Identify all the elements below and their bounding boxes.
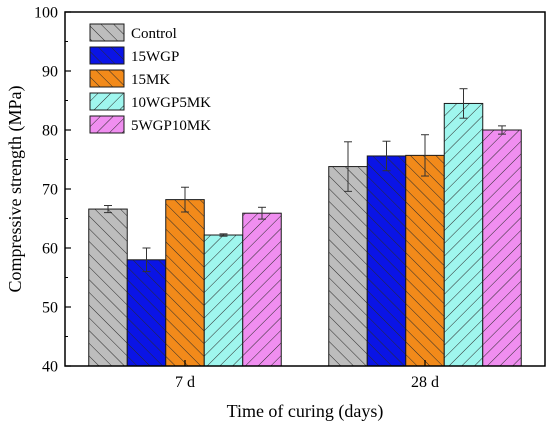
y-tick-label: 100 xyxy=(34,5,58,22)
error-bar-15WGP-28d xyxy=(382,140,391,172)
legend-item: 10WGP5MK xyxy=(89,92,211,111)
x-tick-label: 7 d xyxy=(175,374,195,391)
bar-5WGP10MK-7d xyxy=(242,212,282,367)
legend-item: 15MK xyxy=(89,69,170,88)
bar-Control-28d xyxy=(328,166,368,367)
legend-swatch xyxy=(89,23,125,42)
legend-swatch xyxy=(89,46,125,65)
bar-10WGP5MK-7d xyxy=(203,234,244,367)
error-bar-15MK-28d xyxy=(421,134,429,177)
ticks-layer: 7 d 28 d 40 50 60 70 80 90 100 xyxy=(34,5,439,392)
y-axis-title: Compressive strength (MPa) xyxy=(5,86,26,293)
error-bar-5WGP10MK-28d xyxy=(498,125,506,135)
x-axis-title: Time of curing (days) xyxy=(227,401,384,422)
legend-label: 5WGP10MK xyxy=(131,118,211,134)
bar-10WGP5MK-28d xyxy=(443,102,484,367)
legend-label: 10WGP5MK xyxy=(131,95,211,111)
bar-15MK-7d xyxy=(165,199,205,367)
y-tick-label: 40 xyxy=(42,359,58,376)
error-bars-layer xyxy=(104,88,506,273)
bars-layer xyxy=(88,102,522,367)
error-bar-Control-28d xyxy=(344,141,352,192)
legend-item: 5WGP10MK xyxy=(89,115,211,134)
y-tick-label: 90 xyxy=(42,64,58,81)
y-tick-label: 60 xyxy=(42,241,58,258)
legend-label: 15WGP xyxy=(131,49,179,65)
legend-label: Control xyxy=(131,26,177,42)
bar-15WGP-28d xyxy=(366,155,407,367)
error-bar-10WGP5MK-7d xyxy=(219,233,228,237)
bar-15WGP-7d xyxy=(126,259,167,367)
x-tick-label: 28 d xyxy=(411,374,439,391)
y-tick-label: 50 xyxy=(42,300,58,317)
legend-item: Control xyxy=(89,23,177,42)
legend-label: 15MK xyxy=(131,72,170,88)
legend-item: 15WGP xyxy=(89,46,179,65)
error-bar-15WGP-7d xyxy=(142,247,151,273)
error-bar-Control-7d xyxy=(104,205,112,214)
bar-Control-7d xyxy=(88,208,128,367)
legend: Control 15WGP 15MK 10WGP5MK 5WGP10MK xyxy=(89,23,211,134)
error-bar-15MK-7d xyxy=(181,186,189,213)
error-bar-10WGP5MK-28d xyxy=(459,88,468,119)
legend-swatch xyxy=(89,115,125,134)
bar-5WGP10MK-28d xyxy=(482,129,522,367)
legend-swatch xyxy=(89,69,125,88)
error-bar-5WGP10MK-7d xyxy=(258,206,266,220)
bar-15MK-28d xyxy=(405,154,445,367)
y-tick-label: 70 xyxy=(42,182,58,199)
y-tick-label: 80 xyxy=(42,123,58,140)
legend-swatch xyxy=(89,92,125,111)
